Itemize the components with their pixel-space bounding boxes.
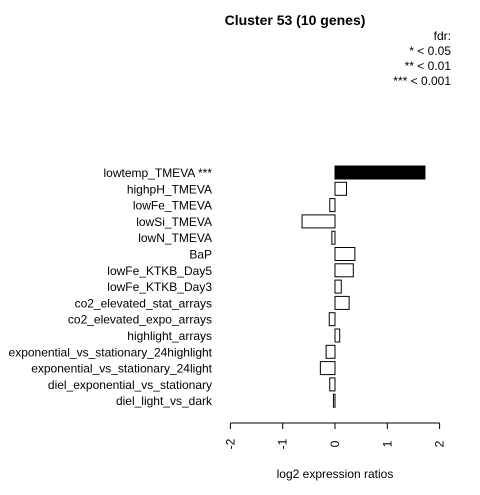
category-label: highpH_TMEVA	[127, 182, 212, 196]
bar	[328, 312, 336, 327]
category-label: exponential_vs_stationary_24highlight	[9, 345, 213, 359]
category-label: lowFe_TMEVA	[133, 199, 212, 213]
bar	[325, 344, 336, 359]
category-label: co2_elevated_expo_arrays	[68, 313, 212, 327]
x-tick-label: 1	[380, 440, 394, 447]
x-tick-label: 2	[433, 440, 447, 447]
legend-entry-fdr-005: * < 0.05	[409, 44, 451, 58]
category-label: exponential_vs_stationary_24light	[31, 362, 212, 376]
bar	[329, 198, 336, 213]
category-label: co2_elevated_stat_arrays	[75, 296, 212, 310]
bar	[334, 279, 342, 294]
x-axis: -2 -1 0 1 2	[223, 422, 447, 449]
category-label: lowtemp_TMEVA ***	[104, 166, 213, 180]
category-label: diel_exponential_vs_stationary	[48, 378, 212, 392]
bar	[334, 247, 356, 261]
bar	[334, 328, 341, 343]
category-label: highlight_arrays	[127, 329, 212, 343]
bars	[301, 165, 426, 408]
category-label: lowSi_TMEVA	[136, 215, 212, 229]
x-tick-label: -2	[223, 438, 237, 449]
bar	[319, 361, 336, 376]
bar	[332, 393, 336, 408]
bar	[334, 165, 426, 180]
category-label: diel_light_vs_dark	[116, 394, 213, 408]
legend-entry-fdr-001: ** < 0.01	[404, 59, 451, 73]
x-tick-label: -1	[276, 438, 290, 449]
x-axis-label: log2 expression ratios	[277, 467, 394, 481]
category-labels: lowtemp_TMEVA *** highpH_TMEVA lowFe_TMEVA…	[9, 166, 213, 408]
bar	[334, 181, 348, 196]
bar	[329, 377, 336, 392]
category-label: lowFe_KTKB_Day3	[107, 280, 212, 294]
bar	[331, 230, 336, 245]
bar	[301, 214, 336, 229]
chart-title: Cluster 53 (10 genes)	[224, 12, 366, 28]
legend-entry-fdr-0001: *** < 0.001	[393, 74, 451, 88]
category-label: BaP	[189, 248, 212, 262]
category-label: lowN_TMEVA	[138, 231, 212, 245]
category-label: lowFe_KTKB_Day5	[107, 264, 212, 278]
legend-title: fdr:	[433, 29, 451, 43]
significance-legend: fdr: * < 0.05 ** < 0.01 *** < 0.001	[393, 29, 451, 89]
x-tick-label: 0	[328, 440, 342, 447]
bar	[334, 263, 354, 278]
bar	[334, 295, 350, 310]
